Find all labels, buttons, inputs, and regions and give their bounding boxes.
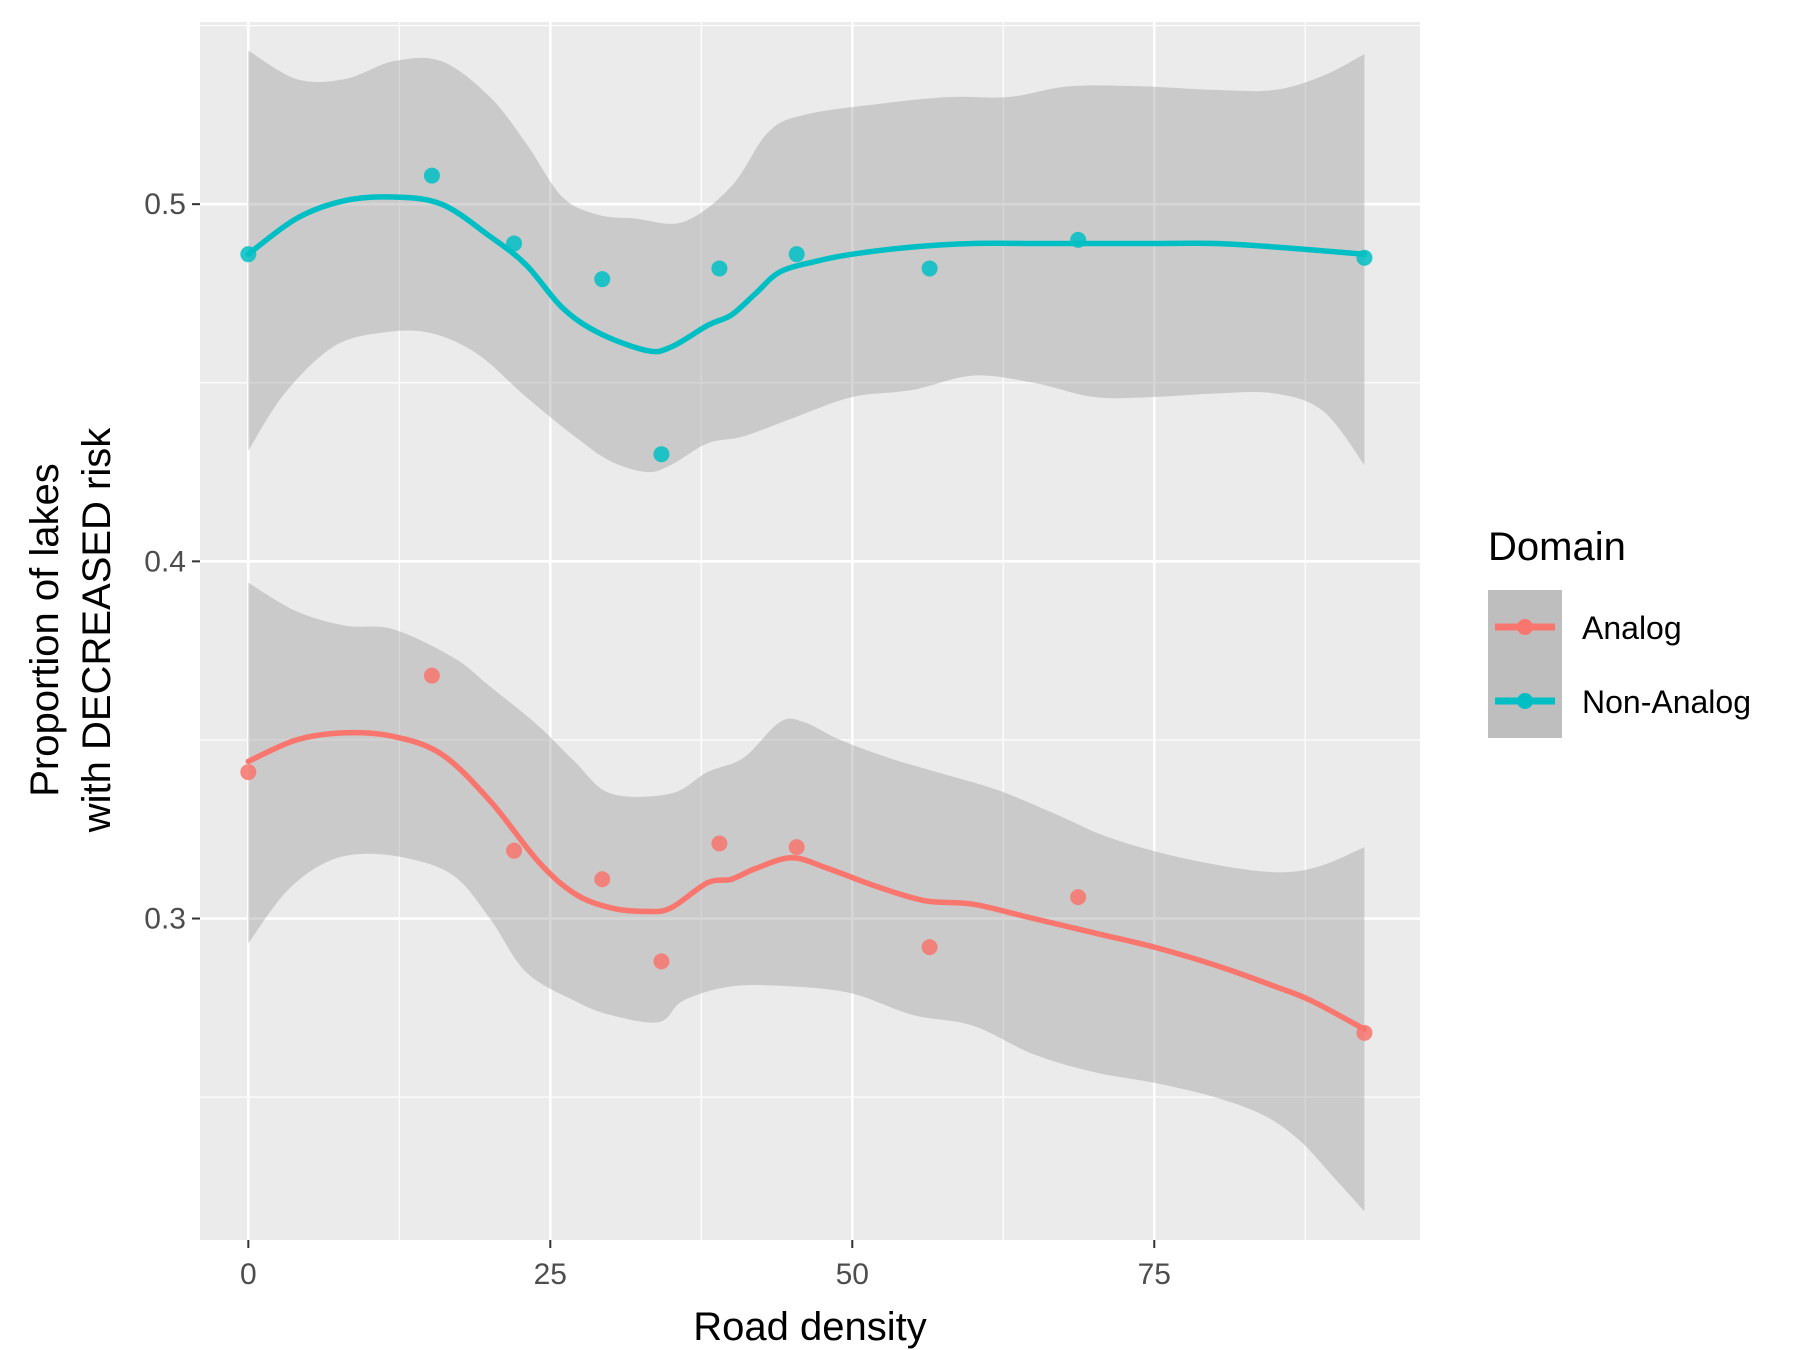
x-tick-label: 50 [836,1258,869,1291]
axis-ticks: 0 25 50 75 0.3 0.4 0.5 [144,188,1171,1291]
data-point-non-analog [653,446,670,463]
smooth-line-analog [245,729,1368,1033]
data-point-analog [711,835,728,852]
data-point-non-analog [711,260,728,277]
data-point-analog [1070,889,1087,906]
data-point-non-analog [423,167,440,184]
data-point-non-analog [506,235,523,252]
data-point-analog [240,764,257,781]
y-tick-label: 0.4 [144,545,186,578]
x-tick-label: 75 [1138,1258,1171,1291]
data-point-analog [653,953,670,970]
data-point-analog [423,667,440,684]
data-point-analog [594,871,611,888]
data-point-non-analog [1356,249,1373,266]
data-point-analog [1356,1024,1373,1041]
y-tick-label: 0.3 [144,903,186,936]
data-points [240,167,1373,1041]
y-tick-label: 0.5 [144,188,186,221]
smooth-line-non-analog [245,194,1368,355]
y-axis-title-line-2-text: with DECREASED risk [75,427,119,834]
data-point-non-analog [1070,231,1087,248]
confidence-band-analog [248,582,1365,1212]
x-axis-title: Road density [693,1305,926,1349]
x-tick-label: 0 [240,1258,257,1291]
legend-point-analog [1517,619,1533,635]
data-point-analog [921,939,938,956]
legend: Domain Analog Non-Analog [1488,525,1751,738]
data-point-non-analog [921,260,938,277]
data-point-non-analog [594,271,611,288]
data-point-analog [506,842,523,859]
legend-label-analog: Analog [1582,610,1682,646]
y-axis-title-line-1-text: Proportion of lakes [23,463,67,797]
smooth-lines [245,194,1368,1033]
x-tick-label: 25 [534,1258,567,1291]
grid-lines [200,22,1420,1240]
legend-label-non-analog: Non-Analog [1582,684,1751,720]
data-point-non-analog [240,246,257,263]
plot-panel [200,22,1420,1240]
data-point-analog [788,839,805,856]
legend-point-non-analog [1517,693,1533,709]
legend-title: Domain [1488,525,1626,569]
data-point-non-analog [788,246,805,263]
